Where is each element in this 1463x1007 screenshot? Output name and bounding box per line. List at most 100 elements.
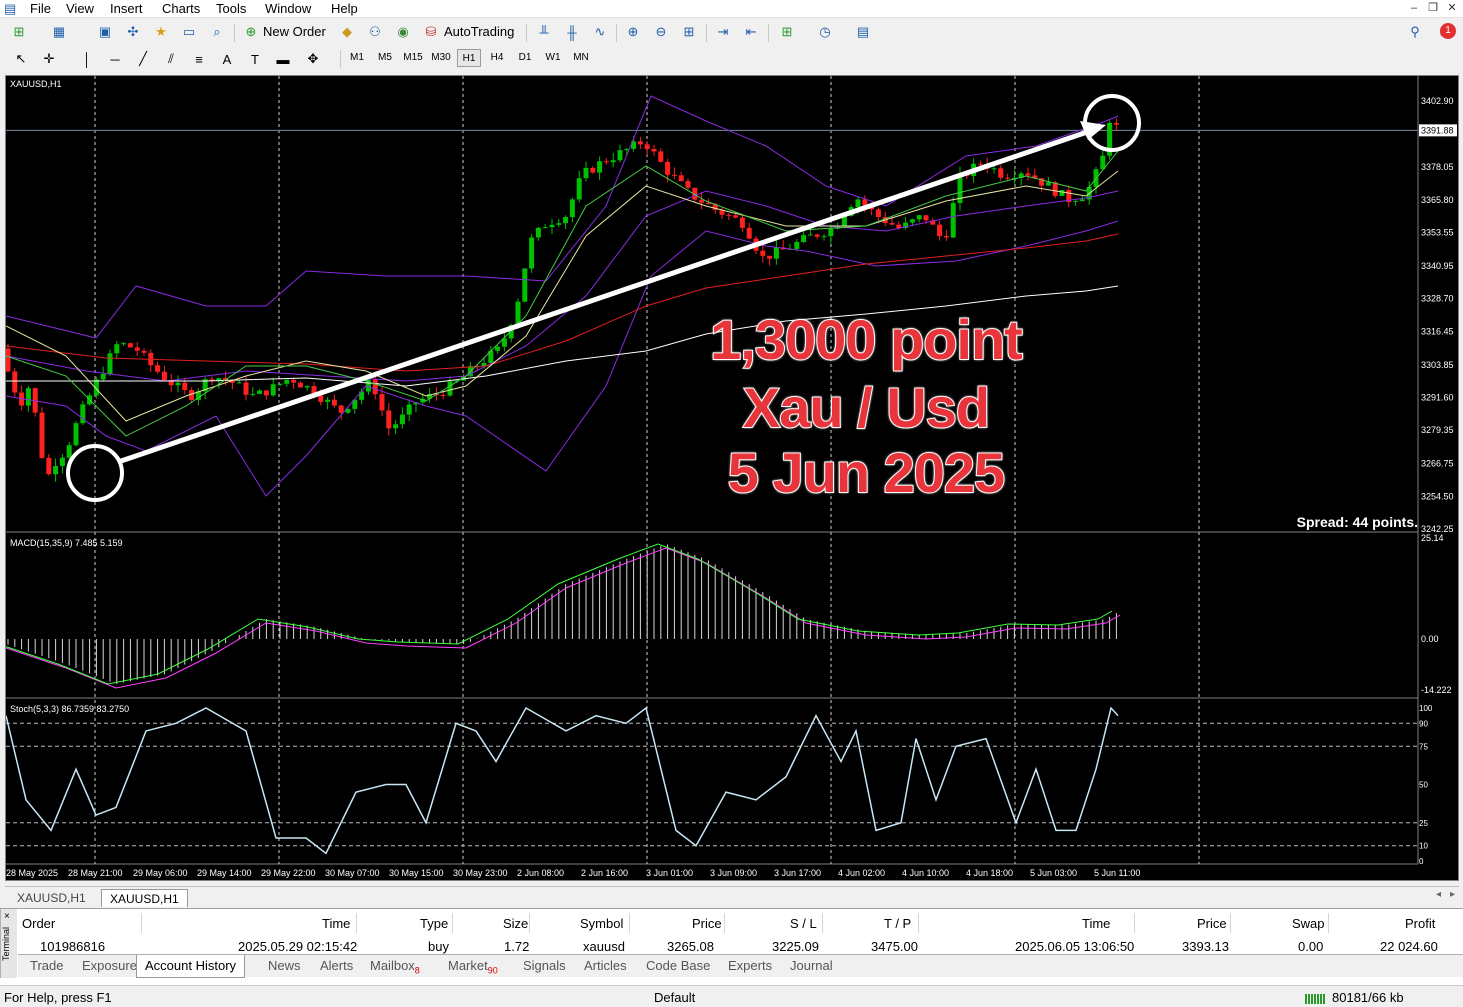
terminal-tab[interactable]: Exposure: [82, 958, 137, 973]
chart-window[interactable]: 3402.90 3391.88 3378.05 3365.80 3353.55 3340.…: [5, 75, 1459, 881]
zoom-out-icon[interactable]: ⊖: [655, 24, 667, 39]
terminal-tab[interactable]: Signals: [523, 958, 566, 973]
tf-m1[interactable]: M1: [350, 52, 364, 63]
candle-body: [535, 227, 541, 238]
tf-h1[interactable]: H1: [457, 49, 481, 67]
column-header[interactable]: T / P: [884, 916, 912, 931]
market-watch-icon[interactable]: ▣: [98, 24, 112, 39]
column-header[interactable]: S / L: [790, 916, 817, 931]
tf-d1[interactable]: D1: [518, 52, 532, 63]
horizontal-line-icon[interactable]: ─: [110, 51, 120, 67]
line-chart-icon[interactable]: ∿: [594, 24, 606, 39]
autotrading-icon[interactable]: ⛁: [425, 24, 437, 39]
candle-body: [733, 215, 739, 218]
fibonacci-icon[interactable]: ≡: [195, 51, 203, 67]
bar-chart-icon[interactable]: ╨: [539, 24, 549, 40]
candle-body: [631, 141, 637, 149]
new-order-icon[interactable]: ⊕: [245, 24, 257, 39]
column-header[interactable]: Price: [692, 916, 722, 931]
label-icon[interactable]: T: [251, 51, 259, 67]
profiles-icon[interactable]: ▦: [52, 24, 66, 39]
favorites-icon[interactable]: ★: [155, 24, 167, 39]
navigator-icon[interactable]: ✣: [127, 24, 139, 39]
column-header[interactable]: Type: [420, 916, 449, 931]
menu-insert[interactable]: Insert: [110, 1, 143, 16]
terminal-tab[interactable]: Articles: [584, 958, 627, 973]
chart-tab-2[interactable]: XAUUSD,H1: [101, 889, 188, 907]
minimize-icon[interactable]: –: [1410, 2, 1418, 14]
chart-tab-1[interactable]: XAUUSD,H1: [17, 891, 86, 905]
column-header[interactable]: Swap: [1292, 916, 1325, 931]
tf-mn[interactable]: MN: [573, 52, 589, 63]
cursor-icon[interactable]: ↖: [15, 51, 27, 66]
indicators-icon[interactable]: ⊞: [781, 24, 793, 39]
drawing-toolbar: ↖ ✛ │ ─ ╱ ⫽ ≡ A T ▬ ✥ M1 M5 M15 M30 H1 H…: [0, 47, 1463, 71]
terminal-tab[interactable]: Market90: [448, 958, 498, 976]
periods-icon[interactable]: ◷: [819, 24, 831, 39]
column-header[interactable]: Size: [503, 916, 529, 931]
tf-h4[interactable]: H4: [490, 52, 504, 63]
candle-body: [1059, 189, 1065, 196]
arrows-icon[interactable]: ✥: [307, 51, 319, 66]
column-header[interactable]: Profit: [1405, 916, 1436, 931]
stoch-axis-label: 10: [1419, 842, 1428, 851]
autotrading-button[interactable]: AutoTrading: [444, 24, 515, 39]
candle-body: [841, 215, 847, 226]
terminal-tab[interactable]: Alerts: [320, 958, 354, 973]
restore-icon[interactable]: ❐: [1428, 2, 1438, 14]
price-chart[interactable]: 3402.90 3391.88 3378.05 3365.80 3353.55 3340.…: [6, 76, 1459, 881]
data-window-icon[interactable]: ▭: [182, 24, 196, 39]
current-price-box: [1419, 124, 1457, 137]
notification-badge[interactable]: 1: [1440, 23, 1456, 39]
menu-file[interactable]: File: [30, 1, 51, 16]
tf-m15[interactable]: M15: [403, 52, 423, 63]
search-icon[interactable]: ⚲: [1410, 24, 1420, 39]
terminal-tab[interactable]: Mailbox8: [370, 958, 420, 976]
tf-m5[interactable]: M5: [378, 52, 392, 63]
terminal-tab[interactable]: Journal: [790, 958, 833, 973]
menu-window[interactable]: Window: [265, 1, 312, 16]
signals-icon[interactable]: ◉: [397, 24, 409, 39]
terminal-tab[interactable]: Trade: [30, 958, 64, 973]
scroll-right-icon[interactable]: ▸: [1449, 889, 1455, 900]
new-order-button[interactable]: New Order: [263, 24, 326, 39]
templates-icon[interactable]: ▤: [856, 24, 870, 39]
column-header[interactable]: Time: [1082, 916, 1111, 931]
close-icon[interactable]: ✕: [1447, 2, 1457, 14]
column-header[interactable]: Order: [22, 916, 56, 931]
terminal-close-icon[interactable]: ×: [4, 911, 10, 922]
crosshair-icon[interactable]: ✛: [43, 51, 55, 66]
trendline-icon[interactable]: ╱: [139, 51, 147, 66]
tester-icon[interactable]: ⌕: [213, 24, 221, 39]
rectangle-icon[interactable]: ▬: [276, 51, 290, 67]
terminal-icon[interactable]: ⚇: [369, 24, 381, 39]
candle-body: [767, 255, 773, 259]
terminal-tab[interactable]: Code Base: [646, 958, 711, 973]
terminal-tab[interactable]: Experts: [728, 958, 773, 973]
column-header[interactable]: Price: [1197, 916, 1227, 931]
new-chart-icon[interactable]: ⊞: [13, 24, 25, 39]
chart-shift-icon[interactable]: ⇤: [745, 24, 757, 39]
candle-chart-icon[interactable]: ╫: [567, 24, 577, 40]
autoscroll-icon[interactable]: ⇥: [717, 24, 729, 39]
menu-charts[interactable]: Charts: [162, 1, 201, 16]
column-header[interactable]: Symbol: [580, 916, 624, 931]
menu-tools[interactable]: Tools: [216, 1, 247, 16]
metaeditor-icon[interactable]: ◆: [342, 24, 352, 39]
tf-m30[interactable]: M30: [431, 52, 451, 63]
candle-body: [121, 343, 127, 345]
candle-body: [1025, 173, 1031, 176]
text-icon[interactable]: A: [222, 51, 232, 67]
terminal-tab[interactable]: Account History: [136, 955, 246, 978]
tile-windows-icon[interactable]: ⊞: [683, 24, 695, 39]
table-cell: 0.00: [1298, 939, 1324, 954]
column-header[interactable]: Time: [322, 916, 351, 931]
menu-help[interactable]: Help: [331, 1, 358, 16]
tf-w1[interactable]: W1: [545, 52, 561, 63]
zoom-in-icon[interactable]: ⊕: [627, 24, 639, 39]
menu-view[interactable]: View: [66, 1, 94, 16]
vertical-line-icon[interactable]: │: [82, 51, 92, 67]
terminal-tab[interactable]: News: [268, 958, 301, 973]
scroll-left-icon[interactable]: ◂: [1435, 889, 1441, 900]
channel-icon[interactable]: ⫽: [168, 51, 174, 66]
